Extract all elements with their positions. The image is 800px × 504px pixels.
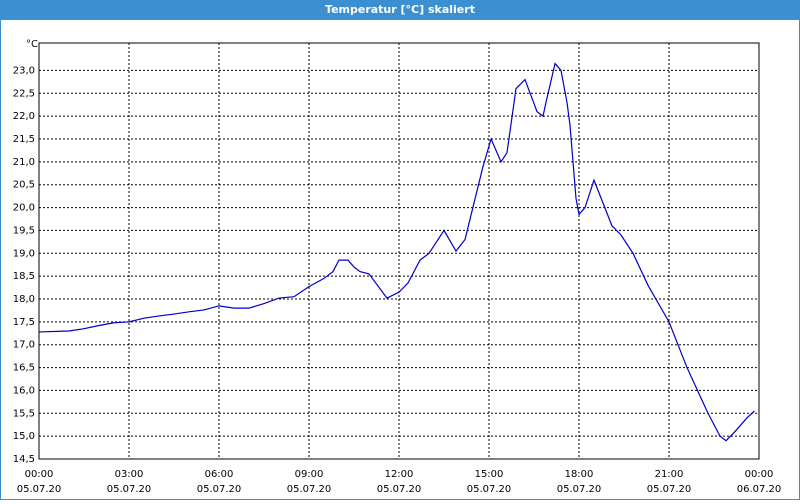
y-tick-label: 15,0 bbox=[13, 431, 35, 442]
x-tick-label: 12:00 bbox=[385, 469, 414, 480]
y-tick-label: 22,5 bbox=[13, 88, 35, 99]
x-tick-date: 06.07.20 bbox=[737, 484, 782, 495]
x-tick-label: 09:00 bbox=[295, 469, 324, 480]
y-tick-label: 18,5 bbox=[13, 271, 35, 282]
x-tick-date: 05.07.20 bbox=[197, 484, 242, 495]
x-tick-label: 00:00 bbox=[25, 469, 54, 480]
y-tick-label: 16,0 bbox=[13, 385, 35, 396]
y-tick-label: 17,5 bbox=[13, 317, 35, 328]
y-tick-label: 20,0 bbox=[13, 203, 35, 214]
y-tick-label: 21,0 bbox=[13, 157, 35, 168]
x-tick-label: 03:00 bbox=[115, 469, 144, 480]
y-tick-label: 19,0 bbox=[13, 248, 35, 259]
x-tick-label: 21:00 bbox=[655, 469, 684, 480]
y-tick-label: 18,0 bbox=[13, 294, 35, 305]
temperature-line bbox=[38, 62, 755, 442]
y-tick-label: 16,5 bbox=[13, 363, 35, 374]
x-tick-date: 05.07.20 bbox=[107, 484, 152, 495]
x-tick-date: 05.07.20 bbox=[287, 484, 332, 495]
x-tick-date: 05.07.20 bbox=[647, 484, 692, 495]
title-bar bbox=[0, 0, 800, 20]
x-tick-date: 05.07.20 bbox=[557, 484, 602, 495]
x-tick-date: 05.07.20 bbox=[467, 484, 512, 495]
y-unit-label: °C bbox=[26, 39, 38, 50]
y-tick-label: 17,0 bbox=[13, 340, 35, 351]
y-tick-label: 15,5 bbox=[13, 408, 35, 419]
y-tick-label: 22,0 bbox=[13, 111, 35, 122]
x-tick-label: 18:00 bbox=[565, 469, 594, 480]
window-title: Temperatur [°C] skaliert bbox=[325, 3, 475, 16]
y-tick-label: 21,5 bbox=[13, 134, 35, 145]
y-tick-label: 23,0 bbox=[13, 65, 35, 76]
y-tick-label: 14,5 bbox=[13, 454, 35, 465]
x-tick-date: 05.07.20 bbox=[377, 484, 422, 495]
y-tick-label: 20,5 bbox=[13, 180, 35, 191]
x-tick-label: 06:00 bbox=[205, 469, 234, 480]
x-tick-date: 05.07.20 bbox=[17, 484, 62, 495]
y-tick-label: 19,5 bbox=[13, 225, 35, 236]
x-tick-label: 15:00 bbox=[475, 469, 504, 480]
x-tick-label: 00:00 bbox=[745, 469, 774, 480]
